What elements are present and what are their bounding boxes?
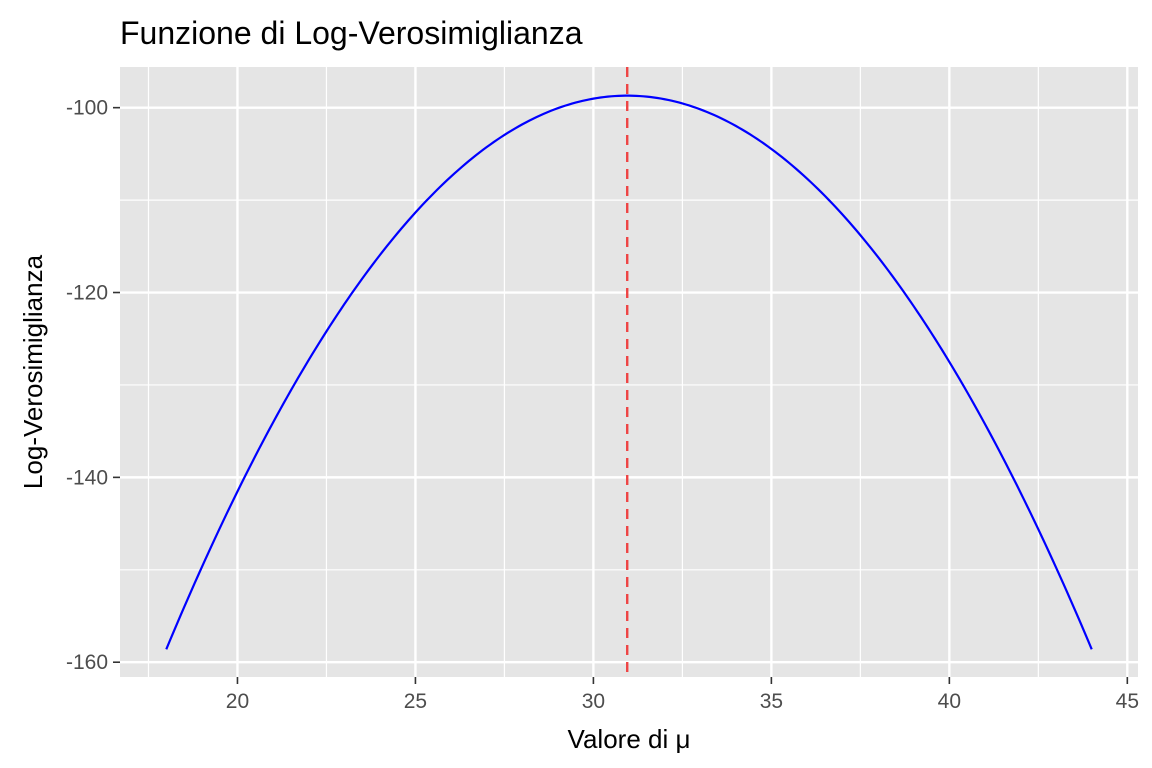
x-tick-label: 45	[1116, 690, 1139, 713]
plot-panel	[120, 67, 1138, 677]
log-likelihood-curve	[165, 94, 1093, 650]
y-axis-title: Log-Verosimiglianza	[18, 254, 48, 489]
x-axis-ticks: 20 25 30 35 40 45	[226, 677, 1139, 713]
x-tick-label: 40	[938, 690, 961, 713]
y-axis-ticks: -160 -140 -120 -100	[66, 97, 120, 674]
y-tick-label: -140	[66, 466, 108, 489]
y-tick-label: -160	[66, 651, 108, 674]
chart-title: Funzione di Log-Verosimiglianza	[120, 15, 583, 51]
x-axis-title: Valore di μ	[568, 724, 691, 754]
minor-gridlines	[120, 67, 1138, 677]
x-tick-label: 35	[760, 690, 783, 713]
x-tick-label: 25	[404, 690, 427, 713]
x-tick-label: 30	[582, 690, 605, 713]
y-tick-label: -120	[66, 282, 108, 305]
x-tick-label: 20	[226, 690, 249, 713]
major-gridlines	[120, 67, 1138, 677]
series-group	[165, 94, 1093, 650]
y-tick-label: -100	[66, 97, 108, 120]
